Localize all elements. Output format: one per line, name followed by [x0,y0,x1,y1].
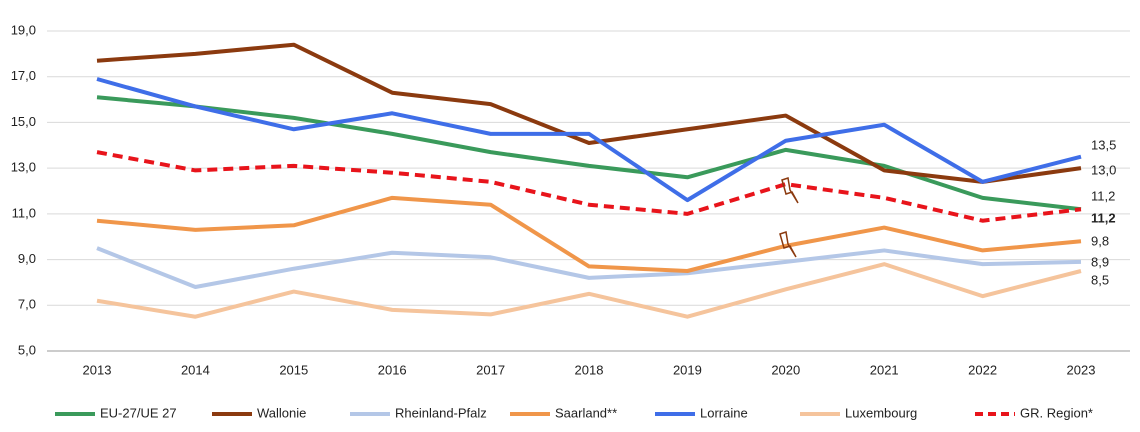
x-tick-label: 2023 [1067,362,1096,377]
y-tick-label: 13,0 [11,160,36,175]
x-tick-label: 2015 [279,362,308,377]
x-tick-label: 2019 [673,362,702,377]
series-line [96,150,1082,223]
value-label: 13,5 [1091,137,1116,152]
x-tick-label: 2014 [181,362,210,377]
value-label: 11,2 [1091,188,1115,203]
value-label: 8,5 [1091,272,1109,287]
y-tick-label: 9,0 [18,251,36,266]
x-tick-label: 2021 [870,362,899,377]
break-symbol [781,177,799,204]
y-tick-label: 11,0 [12,205,36,220]
legend-label: Wallonie [257,405,306,420]
x-tick-label: 2020 [771,362,800,377]
x-tick-label: 2017 [476,362,505,377]
legend-label: GR. Region* [1020,405,1093,420]
legend-label: EU-27/UE 27 [100,405,177,420]
series-line [96,195,1082,273]
value-label: 8,9 [1091,254,1109,269]
series-line [96,42,1082,184]
legend-label: Saarland** [555,405,617,420]
break-symbols [779,177,799,258]
x-tick-label: 2018 [575,362,604,377]
y-tick-label: 17,0 [11,68,36,83]
series-line [96,262,1082,319]
y-tick-label: 5,0 [18,342,36,357]
break-symbol [779,231,797,258]
x-tick-label: 2016 [378,362,407,377]
y-tick-label: 15,0 [11,114,36,129]
legend-label: Lorraine [700,405,748,420]
legend-label: Luxembourg [845,405,917,420]
value-label: 13,0 [1091,162,1116,177]
x-tick-label: 2013 [83,362,112,377]
value-label: 11,2 [1091,210,1116,225]
value-label: 9,8 [1091,233,1109,248]
series-line [96,77,1082,203]
y-tick-label: 19,0 [11,22,36,37]
x-tick-label: 2022 [968,362,997,377]
series-line [96,246,1082,289]
legend-label: Rheinland-Pfalz [395,405,487,420]
series-line [96,95,1082,212]
y-tick-label: 7,0 [18,297,36,312]
plot: 5,0 7,0 9,0 11,0 13,0 15,0 17,0 19,0 2013 2014 201… [11,22,1130,420]
